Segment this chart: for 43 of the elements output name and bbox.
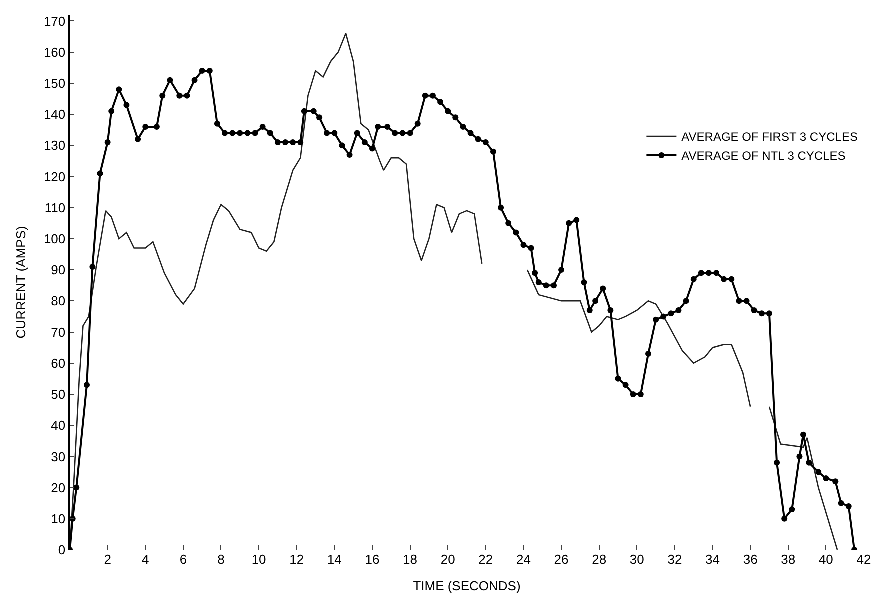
y-tick-label: 120 <box>44 169 66 184</box>
x-tick-label: 40 <box>818 552 834 567</box>
x-tick-label: 8 <box>218 552 225 567</box>
x-tick-label: 22 <box>478 552 494 567</box>
y-tick-label: 80 <box>51 294 66 309</box>
y-tick-label: 100 <box>44 232 66 246</box>
x-tick-label: 26 <box>554 552 569 567</box>
y-tick-label: 160 <box>44 44 66 60</box>
y-tick-label: 150 <box>44 76 66 91</box>
legend-label: AVERAGE OF NTL 3 CYCLES <box>682 149 846 164</box>
y-axis-title: CURRENT (AMPS) <box>13 226 28 339</box>
y-tick-label: 40 <box>51 418 66 434</box>
x-tick-label: 36 <box>743 552 758 567</box>
y-tick-label: 10 <box>51 511 66 526</box>
y-tick-label: 60 <box>51 356 66 371</box>
x-tick-label: 38 <box>781 552 796 567</box>
x-tick-label: 10 <box>252 552 266 567</box>
y-tick-label: 140 <box>44 107 66 122</box>
y-tick-label: 70 <box>51 324 66 340</box>
legend-label: AVERAGE OF FIRST 3 CYCLES <box>682 130 858 144</box>
x-tick-label: 20 <box>440 552 456 567</box>
x-tick-label: 18 <box>403 552 418 567</box>
x-tick-label: 24 <box>516 552 531 567</box>
y-tick-label: 110 <box>44 200 66 216</box>
x-tick-label: 34 <box>706 552 720 567</box>
x-tick-label: 16 <box>365 552 380 567</box>
x-tick-label: 30 <box>630 552 644 567</box>
y-tick-label: 20 <box>51 480 66 496</box>
x-tick-label: 28 <box>592 552 607 567</box>
x-tick-label: 6 <box>180 552 188 567</box>
x-tick-label: 42 <box>856 552 872 567</box>
y-tick-label: 30 <box>51 449 66 464</box>
x-tick-label: 4 <box>142 552 150 567</box>
y-tick-label: 50 <box>51 387 66 402</box>
x-tick-label: 14 <box>327 552 342 567</box>
x-tick-label: 2 <box>104 552 112 567</box>
y-tick-label: 170 <box>44 14 66 29</box>
y-tick-label: 0 <box>58 542 66 558</box>
x-axis-title: TIME (SECONDS) <box>413 578 521 594</box>
y-tick-label: 90 <box>51 262 66 278</box>
x-tick-label: 12 <box>290 552 304 567</box>
y-tick-label: 130 <box>44 138 66 154</box>
x-tick-label: 32 <box>668 552 682 567</box>
